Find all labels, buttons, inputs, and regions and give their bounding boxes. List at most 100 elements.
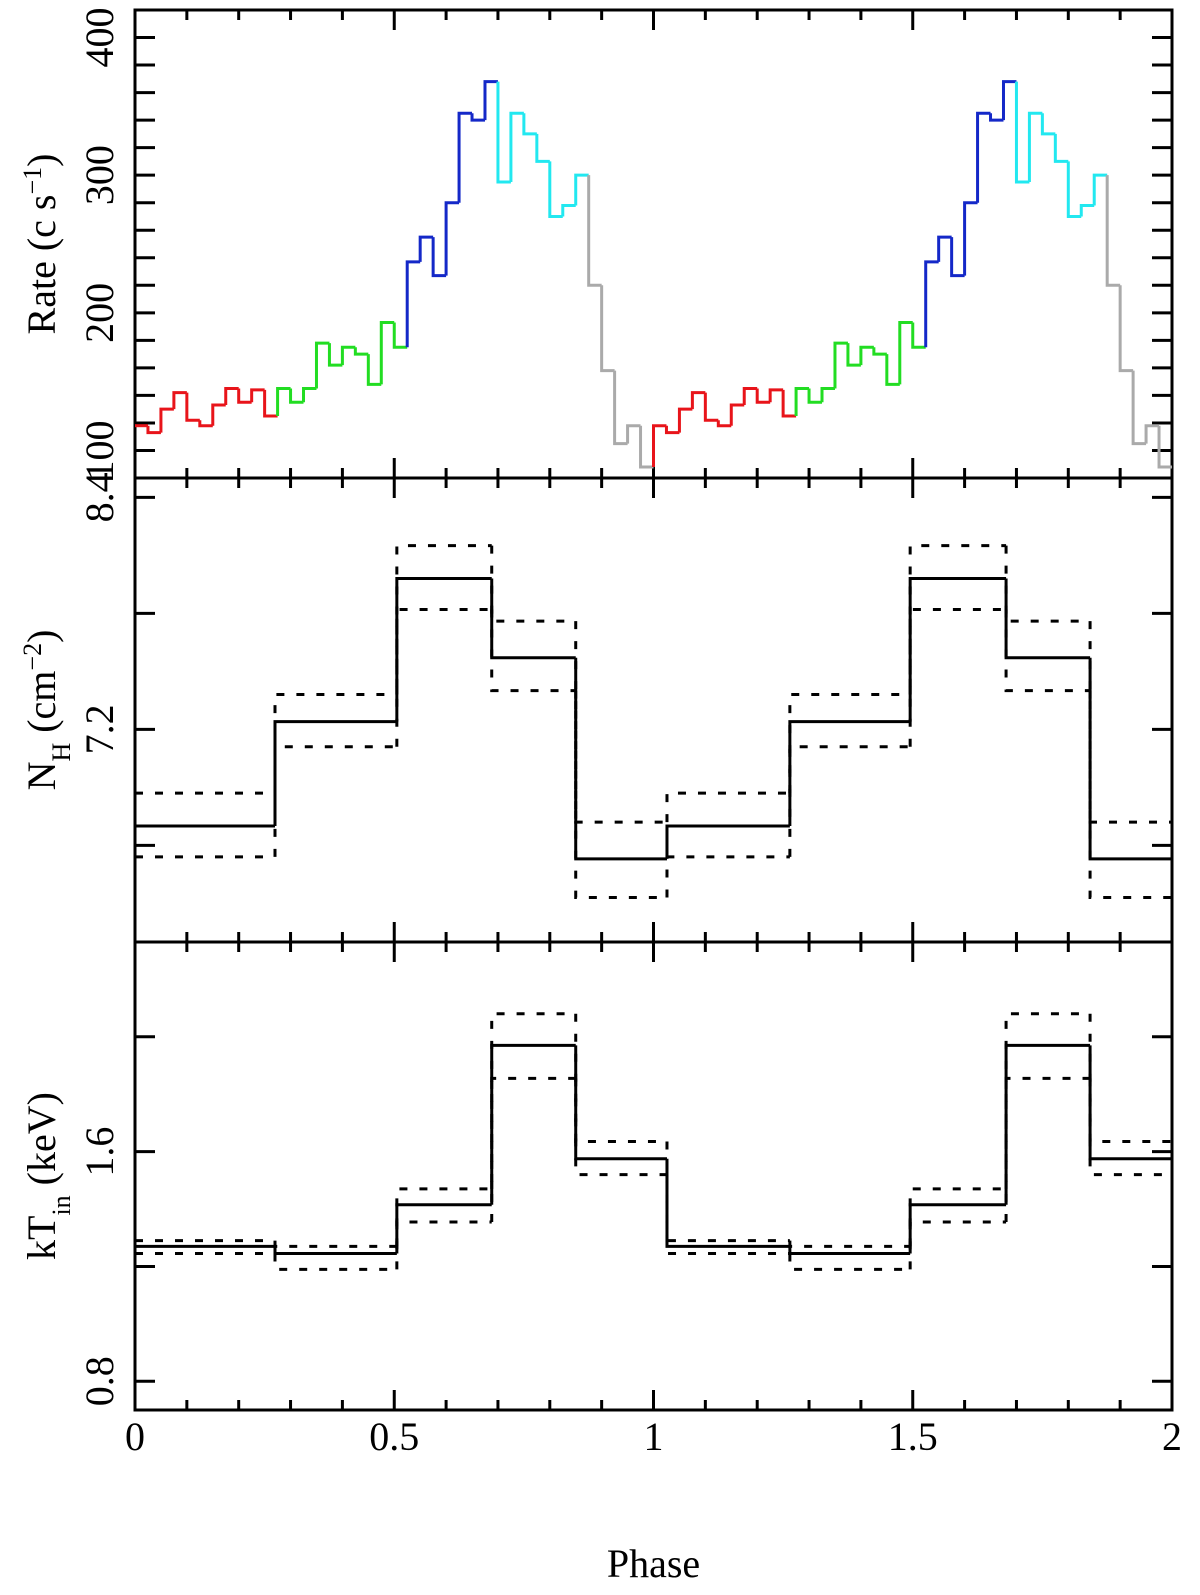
y-axis-label-part: kT: [19, 1216, 64, 1260]
y-axis-label: kTin (keV): [19, 1092, 76, 1260]
rate-bin: [444, 201, 460, 276]
rate-bin: [211, 403, 226, 426]
rate-bin: [872, 347, 887, 356]
rate-bin: [535, 133, 550, 163]
rate-bin: [392, 322, 408, 349]
rate-bin: [1079, 203, 1095, 217]
y-tick-label: 1.6: [77, 1127, 122, 1177]
lower-bound: [1088, 690, 1172, 900]
y-tick-label: 0.8: [77, 1356, 122, 1406]
rate-bin: [911, 322, 926, 349]
value-step: [788, 1246, 911, 1256]
lower-bound: [490, 1076, 576, 1222]
rate-bin: [768, 388, 784, 403]
value-step: [273, 720, 397, 826]
rate-bin: [405, 260, 421, 348]
value-step: [908, 1203, 1007, 1254]
x-tick-label: 0.5: [369, 1414, 419, 1459]
rate-bin: [185, 392, 200, 422]
rate-bin: [626, 424, 641, 444]
rate-bin: [716, 420, 732, 428]
value-step: [395, 1203, 492, 1254]
upper-bound: [395, 1187, 492, 1247]
value-step: [665, 1158, 790, 1248]
y-axis-label: NH (cm−2): [18, 630, 76, 791]
value-step: [395, 577, 492, 722]
value-step: [490, 578, 576, 660]
rate-bin: [1066, 161, 1082, 218]
rate-bin: [600, 285, 615, 373]
rate-bin: [574, 173, 589, 206]
rate-bin: [1105, 175, 1121, 287]
rate-bin: [690, 391, 706, 410]
value-step: [490, 1043, 576, 1205]
x-tick-label: 1: [644, 1414, 664, 1459]
y-axis-label-part: N: [19, 762, 64, 791]
rate-bin: [353, 347, 369, 356]
rate-bin: [379, 320, 395, 385]
rate-bin: [198, 420, 213, 428]
upper-bound: [490, 545, 576, 623]
value-step: [273, 1246, 397, 1256]
rate-bin: [587, 175, 602, 287]
plot-frame: [133, 476, 1174, 944]
lower-bound: [273, 745, 397, 857]
rate-bin: [237, 388, 252, 404]
rate-bin: [302, 387, 317, 403]
upper-bound: [574, 621, 667, 824]
panel: 100 200 300 400 Rate (c s−1): [18, 8, 1174, 480]
rate-bin: [742, 387, 758, 406]
rate-bin: [1118, 285, 1134, 373]
lower-bound: [908, 607, 1007, 747]
upper-bound: [1088, 1013, 1172, 1144]
y-axis-label-part: (cm: [19, 671, 64, 743]
rate-bin: [989, 113, 1004, 122]
upper-bound: [788, 693, 911, 794]
rate-bin: [431, 237, 447, 278]
rate-bin: [1027, 111, 1043, 183]
y-tick-label: 8.4: [77, 472, 122, 522]
y-axis-label-part: ): [19, 154, 64, 167]
rate-bin: [937, 235, 952, 262]
rate-bin: [963, 201, 978, 276]
rate-bin: [418, 235, 434, 262]
rate-bin: [639, 425, 654, 469]
rate-bin: [950, 237, 965, 278]
rate-bin: [561, 203, 576, 217]
y-tick-label: 300: [77, 145, 122, 205]
rate-bin: [976, 111, 991, 203]
rate-bin: [885, 354, 900, 386]
y-axis-label-part: in: [47, 1195, 76, 1215]
value-step: [1088, 1045, 1172, 1161]
rate-bin: [470, 113, 485, 122]
upper-bound: [273, 693, 397, 794]
upper-bound: [273, 1240, 397, 1248]
rate-bin: [1131, 370, 1147, 446]
rate-bin: [1053, 133, 1069, 163]
lower-bound: [788, 745, 911, 857]
x-tick-label: 2: [1162, 1414, 1182, 1459]
value-step: [788, 720, 911, 826]
rate-bin: [703, 392, 719, 422]
panel: 0.8 1.6 0 0.5 1 1.5 2 Phase kTin (keV): [19, 940, 1182, 1586]
rate-bin: [146, 425, 161, 435]
rate-bin: [1144, 424, 1160, 444]
lower-bound: [395, 1220, 492, 1270]
lower-bound: [395, 607, 492, 747]
value-step: [1004, 578, 1091, 660]
lower-bound: [273, 1253, 397, 1271]
upper-bound: [665, 1141, 790, 1243]
value-step: [665, 824, 790, 859]
rate-bin: [613, 370, 628, 446]
rate-bin: [457, 111, 473, 203]
lower-bound: [665, 855, 790, 898]
y-axis-label-part: (keV): [19, 1092, 64, 1195]
value-step: [1088, 657, 1172, 861]
y-axis-label-part: ): [19, 630, 64, 643]
rate-bin: [1157, 425, 1172, 469]
rate-bin: [548, 161, 563, 218]
y-tick-label: 7.2: [77, 704, 122, 754]
upper-bound: [1004, 1012, 1091, 1189]
upper-bound: [788, 1240, 911, 1248]
x-tick-label: 1.5: [888, 1414, 938, 1459]
